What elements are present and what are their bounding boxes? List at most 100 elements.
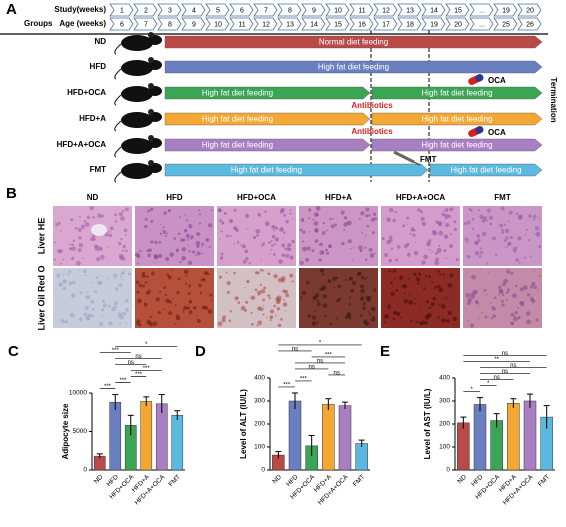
tissue-speck [200, 278, 203, 282]
tissue-speck [305, 280, 310, 285]
tissue-speck [312, 218, 315, 221]
tissue-speck [481, 219, 486, 223]
row-label: Liver Oil Red O [36, 265, 46, 330]
tissue-speck [163, 211, 167, 215]
tissue-speck [471, 217, 475, 221]
tissue-speck [206, 307, 209, 310]
tissue-speck [199, 213, 202, 216]
tissue-speck [486, 262, 489, 265]
y-tick-label: 10000 [69, 390, 87, 397]
significance-label: * [145, 342, 148, 348]
tissue-speck [426, 241, 431, 247]
tissue-speck [193, 306, 197, 310]
tissue-speck [357, 271, 362, 276]
tissue-speck [90, 281, 92, 284]
tissue-speck [484, 315, 488, 319]
significance-label: ns [292, 347, 298, 353]
tissue-speck [388, 258, 392, 263]
tissue-speck [526, 228, 529, 231]
tissue-speck [59, 262, 62, 265]
tissue-speck [537, 290, 539, 292]
tissue-speck [113, 301, 118, 306]
antibiotics-note: Antibiotics [351, 127, 393, 136]
mouse-tail [114, 68, 122, 80]
bar [109, 401, 122, 471]
y-tick-label: 300 [254, 398, 265, 405]
tissue-speck [244, 213, 250, 219]
tissue-speck [175, 315, 181, 321]
tissue-speck [84, 274, 88, 277]
tissue-speck [119, 275, 122, 278]
tissue-speck [102, 259, 104, 261]
tissue-speck [434, 260, 440, 266]
tissue-speck [158, 241, 162, 244]
tissue-speck [394, 210, 397, 214]
tissue-speck [196, 251, 201, 256]
tissue-speck [488, 215, 493, 220]
week-label: 14 [310, 21, 318, 28]
y-tick-label: 400 [254, 375, 265, 382]
tissue-speck [162, 226, 165, 229]
tissue-speck [440, 303, 446, 309]
tissue-speck [525, 311, 531, 316]
tissue-speck [210, 299, 213, 302]
tissue-speck [187, 292, 191, 296]
x-tick-label: HFD [285, 473, 300, 488]
feeding-label: High fat diet feeding [202, 89, 273, 98]
tissue-speck [205, 238, 210, 242]
tissue-speck [105, 257, 108, 259]
y-tick-label: 0 [83, 467, 87, 474]
mouse-tail [114, 43, 122, 55]
tissue-speck [142, 271, 146, 275]
significance-label: *** [112, 348, 120, 354]
tissue-speck [403, 298, 408, 304]
tissue-speck [62, 280, 66, 284]
tissue-speck [196, 315, 198, 317]
tissue-speck [260, 288, 266, 294]
tissue-speck [66, 273, 69, 276]
tissue-speck [347, 220, 352, 226]
tissue-speck [154, 240, 158, 244]
tissue-speck [120, 216, 125, 221]
tissue-speck [315, 205, 321, 211]
tissue-speck [453, 323, 455, 325]
tissue-speck [449, 273, 454, 278]
tissue-speck [436, 247, 442, 253]
tissue-speck [368, 247, 373, 252]
tissue-speck [276, 307, 281, 311]
tissue-speck [490, 302, 492, 305]
group-name: FMT [90, 165, 107, 174]
tissue-speck [257, 213, 262, 217]
tissue-speck [84, 292, 86, 295]
tissue-speck [442, 273, 445, 276]
feeding-label: High fat diet feeding [421, 141, 492, 150]
tissue-speck [136, 262, 139, 265]
week-label: 25 [502, 21, 510, 28]
column-header: HFD+A [325, 193, 352, 202]
tissue-speck [492, 314, 497, 318]
week-chevron [157, 3, 182, 17]
tissue-speck [256, 290, 262, 296]
tissue-speck [396, 311, 401, 316]
tissue-speck [201, 245, 203, 248]
tissue-speck [369, 313, 372, 316]
tissue-speck [58, 282, 64, 287]
week-label: 13 [286, 21, 294, 28]
feeding-arrow [371, 86, 543, 100]
significance-label: ns [333, 371, 339, 377]
tissue-speck [487, 271, 490, 273]
tissue-speck [491, 305, 494, 309]
tissue-speck [316, 208, 319, 210]
tissue-speck [516, 307, 519, 309]
tissue-speck [109, 226, 114, 231]
x-tick-label: ND [93, 473, 105, 485]
week-chevron [205, 3, 230, 17]
tissue-speck [438, 230, 444, 236]
tissue-speck [74, 227, 78, 230]
tissue-speck [412, 233, 416, 237]
column-header: HFD [166, 193, 183, 202]
week-label: 3 [168, 7, 172, 14]
tissue-speck [478, 254, 482, 258]
tissue-speck [490, 317, 494, 320]
x-tick-label: ND [271, 473, 283, 485]
